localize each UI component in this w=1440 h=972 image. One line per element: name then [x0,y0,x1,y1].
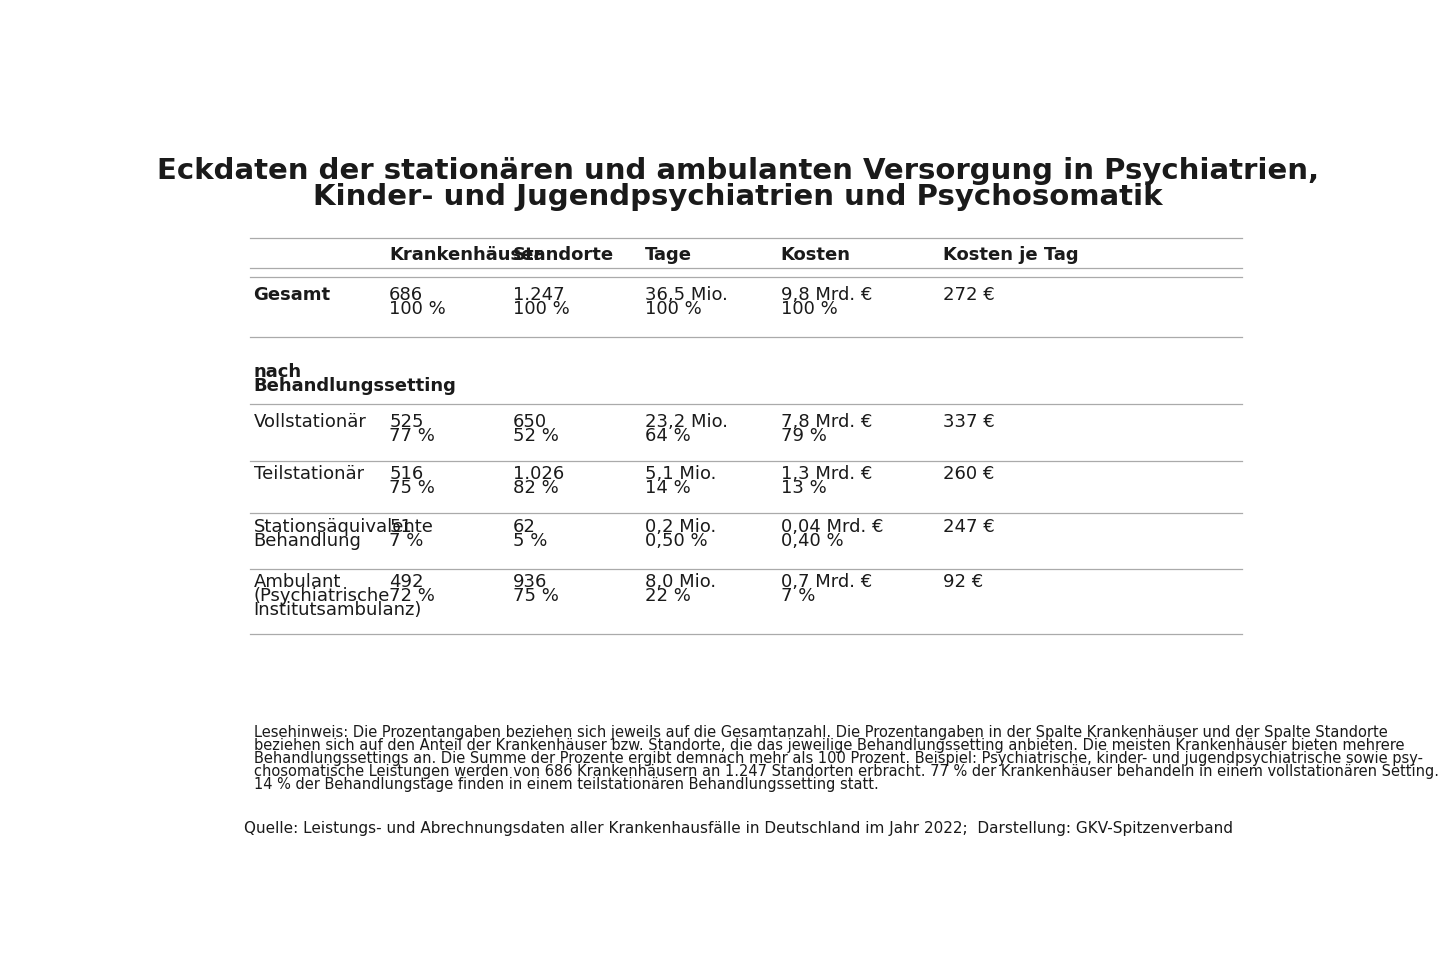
Text: 100 %: 100 % [645,300,701,318]
Text: 23,2 Mio.: 23,2 Mio. [645,413,729,432]
Text: 247 €: 247 € [943,518,995,536]
Text: Kinder- und Jugendpsychiatrien und Psychosomatik: Kinder- und Jugendpsychiatrien und Psych… [312,183,1164,211]
Text: 14 % der Behandlungstage finden in einem teilstationären Behandlungssetting stat: 14 % der Behandlungstage finden in einem… [253,778,878,792]
Text: (Psychiatrische: (Psychiatrische [253,587,390,606]
Text: Tage: Tage [645,246,693,264]
Text: beziehen sich auf den Anteil der Krankenhäuser bzw. Standorte, die das jeweilige: beziehen sich auf den Anteil der Kranken… [253,738,1404,753]
Text: chosomatische Leistungen werden von 686 Krankenhäusern an 1.247 Standorten erbra: chosomatische Leistungen werden von 686 … [253,764,1439,780]
Text: Teilstationär: Teilstationär [253,466,364,483]
Text: 0,40 %: 0,40 % [780,532,844,550]
Text: Kosten: Kosten [780,246,851,264]
Text: 0,50 %: 0,50 % [645,532,707,550]
Text: Standorte: Standorte [513,246,615,264]
Text: 7,8 Mrd. €: 7,8 Mrd. € [780,413,873,432]
Text: 650: 650 [513,413,547,432]
Text: 77 %: 77 % [389,427,435,445]
Text: 936: 936 [513,573,547,591]
Text: 0,7 Mrd. €: 0,7 Mrd. € [780,573,871,591]
Text: 75 %: 75 % [389,479,435,498]
Text: 100 %: 100 % [513,300,570,318]
Text: 14 %: 14 % [645,479,691,498]
Text: 52 %: 52 % [513,427,559,445]
Text: 75 %: 75 % [513,587,559,606]
Text: 100 %: 100 % [389,300,446,318]
Text: 5,1 Mio.: 5,1 Mio. [645,466,716,483]
Text: Krankenhäuser: Krankenhäuser [389,246,543,264]
Text: 79 %: 79 % [780,427,827,445]
Text: Ambulant: Ambulant [253,573,341,591]
Text: Behandlung: Behandlung [253,532,361,550]
Text: 62: 62 [513,518,536,536]
Text: 525: 525 [389,413,423,432]
Text: 0,2 Mio.: 0,2 Mio. [645,518,716,536]
Text: Behandlungssetting: Behandlungssetting [253,377,456,395]
Text: Quelle: Leistungs- und Abrechnungsdaten aller Krankenhausfälle in Deutschland im: Quelle: Leistungs- und Abrechnungsdaten … [243,821,1233,836]
Text: 22 %: 22 % [645,587,691,606]
Text: 13 %: 13 % [780,479,827,498]
Text: 51: 51 [389,518,412,536]
Text: 492: 492 [389,573,423,591]
Text: Behandlungssettings an. Die Summe der Prozente ergibt demnach mehr als 100 Proze: Behandlungssettings an. Die Summe der Pr… [253,751,1423,766]
Text: 516: 516 [389,466,423,483]
Text: 92 €: 92 € [943,573,984,591]
Text: 9,8 Mrd. €: 9,8 Mrd. € [780,286,873,304]
Text: 686: 686 [389,286,423,304]
Text: 0,04 Mrd. €: 0,04 Mrd. € [780,518,883,536]
Text: 1.247: 1.247 [513,286,564,304]
Text: Institutsambulanz): Institutsambulanz) [253,601,422,619]
Text: 82 %: 82 % [513,479,559,498]
Text: 337 €: 337 € [943,413,995,432]
Text: 5 %: 5 % [513,532,547,550]
Text: 1,3 Mrd. €: 1,3 Mrd. € [780,466,873,483]
Text: Eckdaten der stationären und ambulanten Versorgung in Psychiatrien,: Eckdaten der stationären und ambulanten … [157,156,1319,185]
Text: 8,0 Mio.: 8,0 Mio. [645,573,716,591]
Text: 7 %: 7 % [780,587,815,606]
Text: 7 %: 7 % [389,532,423,550]
Text: Stationsäquivalente: Stationsäquivalente [253,518,433,536]
Text: 64 %: 64 % [645,427,691,445]
Text: Gesamt: Gesamt [253,286,331,304]
Text: 1.026: 1.026 [513,466,564,483]
Text: 36,5 Mio.: 36,5 Mio. [645,286,727,304]
Text: 100 %: 100 % [780,300,838,318]
Text: Kosten je Tag: Kosten je Tag [943,246,1079,264]
Text: 72 %: 72 % [389,587,435,606]
Text: Vollstationär: Vollstationär [253,413,367,432]
Text: nach: nach [253,363,302,381]
Text: 260 €: 260 € [943,466,995,483]
Text: Lesehinweis: Die Prozentangaben beziehen sich jeweils auf die Gesamtanzahl. Die : Lesehinweis: Die Prozentangaben beziehen… [253,725,1387,740]
Text: 272 €: 272 € [943,286,995,304]
